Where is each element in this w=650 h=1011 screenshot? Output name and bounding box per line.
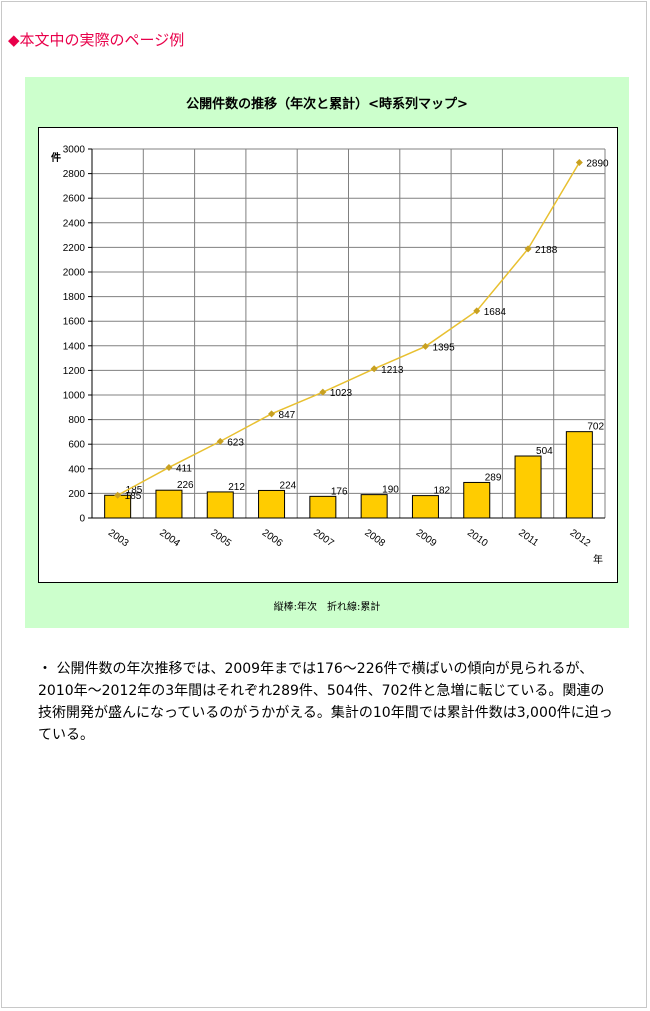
y-tick-label: 2400	[63, 218, 86, 229]
line-value-label: 623	[227, 437, 244, 448]
line-point	[473, 307, 481, 315]
y-tick-label: 1200	[63, 366, 86, 377]
line-value-label: 847	[279, 410, 296, 421]
y-tick-label: 2000	[63, 268, 86, 279]
bar-value-label: 185	[126, 485, 143, 496]
y-tick-label: 2600	[63, 194, 86, 205]
bar	[155, 489, 183, 519]
y-tick-label: 1400	[63, 341, 86, 352]
y-tick-label: 800	[68, 415, 85, 426]
bar-value-label: 224	[280, 480, 297, 491]
line-value-label: 1023	[330, 388, 353, 399]
x-tick-label: 2009	[414, 527, 439, 549]
bar-value-label: 190	[382, 485, 399, 496]
bar-value-label: 176	[331, 486, 348, 497]
line-point	[165, 463, 173, 471]
line-value-label: 411	[176, 463, 192, 474]
y-tick-label: 1600	[63, 317, 86, 328]
bar	[360, 494, 388, 519]
y-tick-label: 1800	[63, 292, 86, 303]
bar-value-label: 226	[177, 480, 194, 491]
y-tick-label: 600	[68, 440, 85, 451]
page-heading: ◆本文中の実際のページ例	[8, 31, 185, 49]
x-tick-label: 2006	[260, 527, 285, 549]
x-tick-label: 2004	[157, 527, 182, 549]
bar	[565, 431, 593, 519]
line-point	[268, 410, 276, 418]
bar-value-label: 212	[228, 482, 245, 493]
bar-value-label: 702	[587, 422, 604, 433]
bar-value-label: 289	[485, 472, 502, 483]
line-value-label: 2890	[586, 159, 609, 170]
y-tick-label: 400	[68, 464, 85, 475]
line-point	[524, 245, 532, 253]
line-value-label: 1213	[381, 365, 404, 376]
y-tick-label: 0	[79, 514, 85, 525]
x-tick-label: 2003	[106, 527, 131, 549]
bar	[463, 481, 491, 519]
line-value-label: 1684	[484, 307, 507, 318]
y-tick-label: 1000	[63, 391, 86, 402]
x-tick-label: 2005	[209, 527, 234, 549]
bar	[411, 495, 439, 519]
line-point	[575, 159, 583, 167]
bar	[206, 491, 234, 519]
y-tick-label: 2200	[63, 243, 86, 254]
x-tick-label: 2007	[311, 527, 336, 549]
x-tick-label: 2010	[465, 527, 490, 549]
chart-title: 公開件数の推移（年次と累計）<時系列マップ>	[186, 97, 468, 112]
line-value-label: 185	[125, 491, 142, 502]
chart-svg: 0 200 400 600 800 1000 1200 1400 1600 1800 2000 220…	[51, 145, 609, 567]
line-point	[370, 365, 378, 373]
x-tick-label: 2011	[516, 527, 540, 549]
y-tick-label: 200	[68, 489, 85, 500]
line-point	[421, 342, 429, 350]
line-point	[216, 437, 224, 445]
line-point	[319, 388, 327, 396]
y-axis-label: 件	[51, 151, 61, 164]
line-value-label: 1395	[432, 342, 455, 353]
bar-value-label: 504	[536, 446, 553, 457]
line-point	[114, 491, 122, 499]
y-tick-label: 2800	[63, 169, 86, 180]
bar-value-label: 182	[433, 486, 450, 497]
x-tick-label: 2012	[568, 527, 593, 549]
bar	[514, 455, 542, 519]
body-paragraph: ・ 公開件数の年次推移では、2009年までは176～226件で横ばいの傾向が見ら…	[38, 661, 613, 743]
x-axis-label: 年	[593, 553, 603, 566]
bar	[309, 495, 337, 519]
chart-panel: 公開件数の推移（年次と累計）<時系列マップ> 0 200 400 600 800 1000…	[25, 77, 629, 628]
chart-legend-caption: 縦棒:年次 折れ線:累計	[273, 602, 381, 613]
line-value-label: 2188	[535, 245, 558, 256]
bar	[258, 489, 286, 519]
cumulative-line	[117, 162, 580, 496]
x-tick-label: 2008	[362, 527, 387, 549]
y-tick-label: 3000	[63, 145, 86, 156]
